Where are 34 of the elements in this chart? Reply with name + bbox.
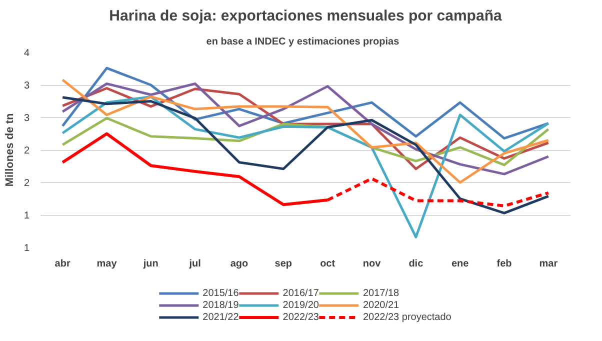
y-tick-label: 4 xyxy=(24,48,30,59)
y-tick-label: 3 xyxy=(24,80,30,92)
x-tick-label: ago xyxy=(230,258,248,270)
legend-label: 2017/18 xyxy=(362,287,400,299)
y-tick-label: 2 xyxy=(24,146,30,156)
legend-label: 2018/19 xyxy=(202,299,239,311)
chart-subtitle: en base a INDEC y estimaciones propias xyxy=(206,36,400,48)
legend-label: 2020/21 xyxy=(362,299,400,311)
legend-label: 2021/22 xyxy=(202,311,239,323)
x-tick-label: feb xyxy=(496,258,512,270)
legend-label: 2022/23 xyxy=(282,311,319,323)
x-tick-label: abr xyxy=(54,258,70,270)
x-tick-label: ene xyxy=(451,258,470,270)
x-tick-label: jul xyxy=(188,258,202,270)
x-tick-label: nov xyxy=(362,258,382,270)
line-series xyxy=(61,95,550,238)
y-tick-label: 1 xyxy=(24,243,30,254)
legend-label: 2019/20 xyxy=(282,299,319,311)
x-tick-label: jun xyxy=(142,258,158,270)
chart-title: Harina de soja: exportaciones mensuales por campaña xyxy=(109,8,502,24)
legend-label: 2015/16 xyxy=(202,287,239,299)
y-axis-title: Millones de tn xyxy=(4,113,16,187)
line-series xyxy=(61,66,550,140)
y-tick-label: 2 xyxy=(24,178,30,189)
x-tick-label: oct xyxy=(320,258,336,270)
x-tick-label: dic xyxy=(408,258,424,270)
y-tick-label: 1 xyxy=(24,210,30,222)
x-tick-label: may xyxy=(96,258,118,270)
line-series xyxy=(61,96,550,214)
legend-label: 2016/17 xyxy=(282,287,319,299)
legend-label: 2022/23 proyectado xyxy=(362,311,452,323)
x-tick-label: sep xyxy=(274,258,292,270)
y-tick-label: 3 xyxy=(24,113,30,124)
x-tick-label: mar xyxy=(539,258,558,270)
